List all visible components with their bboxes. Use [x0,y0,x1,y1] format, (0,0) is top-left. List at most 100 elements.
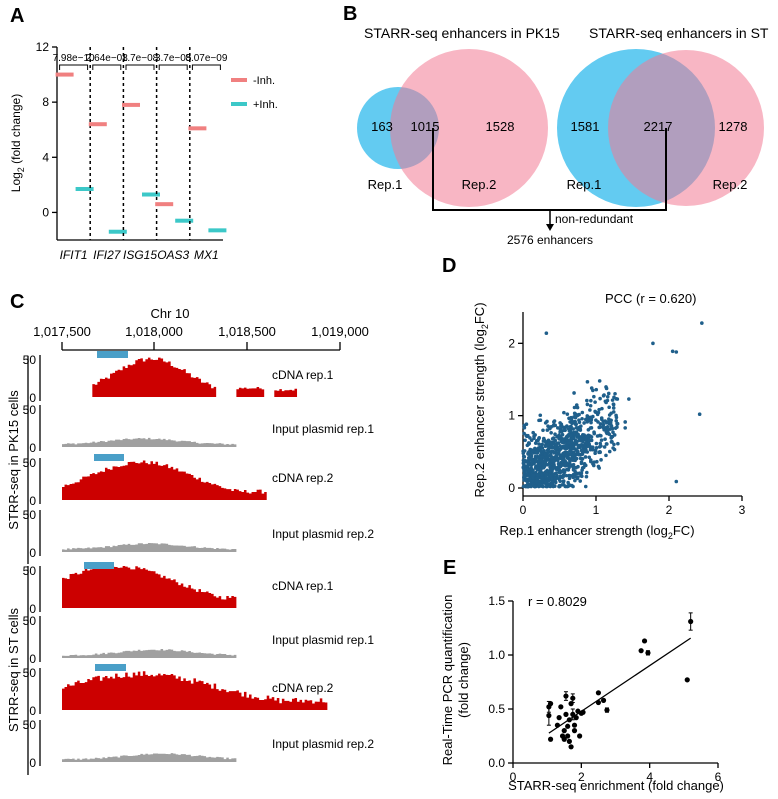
track-ymax: 50 [23,508,37,522]
scatter-point [553,445,557,450]
scatter-point [615,421,620,426]
scatter-point [558,474,563,479]
scatter-point [614,419,619,423]
panel-d: D PCC (r = 0.620) 0 1 2 3 0 1 2 Rep.1 enhancer… [442,255,746,541]
scatter-point [523,438,527,443]
category-label: IFIT1 [60,248,88,262]
scatter-point [544,331,549,335]
scatter-point [610,398,615,402]
scatter-point [623,420,627,424]
track-ymax: 50 [23,614,37,628]
scatter-point [590,445,595,449]
panel-a-y-ticks: 0 4 8 12 [36,40,57,219]
panel-e-x-tick-label: 4 [646,770,653,784]
scatter-point [572,465,577,470]
scatter-point [567,476,572,481]
scatter-point [584,474,589,479]
scatter-point [549,431,553,435]
track-label: Input plasmid rep.2 [272,737,374,751]
scatter-point [579,448,584,453]
track-ymin: 0 [29,441,36,455]
sig-bracket [158,64,188,70]
data-point [563,711,569,718]
scatter-point [529,466,534,471]
data-point [556,715,562,721]
venn-pk15-rep2-circle [390,49,548,207]
category-label: IFI27 [93,248,122,262]
enhancer-region [84,562,114,569]
venn-st-only-rep1: 1581 [571,119,600,134]
scatter-point [564,473,569,478]
scatter-point [534,449,538,454]
track-ymin: 0 [29,602,36,616]
scatter-point [575,433,580,437]
scatter-point [539,445,544,450]
venn-merge-connector [432,128,667,231]
track-4: 50 0 Input plasmid rep.2 [23,508,375,560]
scatter-point [572,419,577,424]
coord-label-4: 1,019,000 [311,324,369,339]
scatter-point [604,385,608,389]
scatter-point [597,407,601,412]
scatter-point [588,459,593,464]
panel-d-letter: D [442,255,456,277]
scatter-point [623,426,627,430]
panel-e-y-tick-label: 1.0 [488,648,505,662]
scatter-point [565,484,570,489]
data-point [684,677,690,683]
scatter-point [525,484,529,489]
merge-arrow-head [546,224,554,231]
scatter-point [580,416,584,421]
scatter-point [574,422,578,427]
scatter-point [559,463,564,467]
merge-total: 2576 enhancers [507,233,593,247]
scatter-point [535,476,540,480]
scatter-point [589,386,594,390]
scatter-point [601,419,606,424]
scatter-point [697,412,702,417]
scatter-point [546,424,550,428]
data-point [580,709,586,715]
panel-a-y-tick-label: 12 [36,40,50,54]
scatter-point [611,410,616,414]
enhancer-region [94,454,124,461]
scatter-point [612,447,617,452]
scatter-point [582,421,586,425]
data-point [573,715,579,721]
scatter-point [578,456,583,461]
scatter-point [561,479,566,484]
scatter-point [542,463,546,468]
venn-st-rep1-label: Rep.1 [567,177,602,192]
scatter-point [558,444,562,448]
legend-label-minus-inh: -Inh. [253,75,275,87]
p-value: 1.7e−08 [122,53,159,64]
panel-c: C Chr 10 1,017,500 1,018,000 1,018,500 1… [6,291,374,775]
scatter-point [543,479,548,484]
scatter-point [531,473,536,478]
panel-e-y-label-line2: (fold change) [456,642,471,718]
scatter-point [549,455,554,460]
scatter-point [526,452,530,456]
sig-bracket [59,64,89,70]
scatter-point [537,442,541,446]
scatter-point [563,425,568,430]
data-point [595,699,602,706]
scatter-point [545,451,550,455]
scatter-point [556,426,560,430]
scatter-point [588,403,593,408]
scatter-point [589,435,594,439]
data-point [558,704,564,710]
scatter-point [522,460,526,464]
coverage-area [62,671,340,710]
sig-bracket [191,64,221,70]
scatter-point [566,427,571,431]
scatter-point [587,442,592,446]
dot-minus-inh [188,126,207,131]
dot-minus-inh [155,202,174,207]
scatter-point [607,405,611,410]
scatter-point [562,469,566,473]
scatter-point [609,439,614,444]
track-label: Input plasmid rep.1 [272,633,374,647]
scatter-point [582,443,587,447]
